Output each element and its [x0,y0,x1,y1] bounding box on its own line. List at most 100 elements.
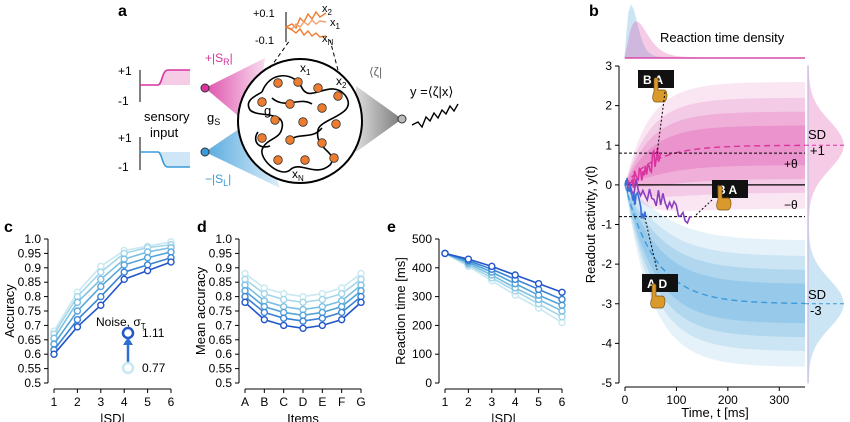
input-fill-bottom [140,152,190,167]
data-point [97,282,105,291]
data-point [299,317,307,325]
y-tick-label: 1.0 [24,232,41,246]
data-point [73,323,82,331]
y-axis-label: Accuracy [2,284,17,338]
inset-x1-label: x1 [330,17,341,31]
sensory-input-line1: sensory [144,109,190,124]
noise-high-marker [121,326,135,340]
x-tick-label: 100 [666,393,686,407]
input-node-neg [200,147,210,157]
data-point [241,298,249,307]
series-line [444,252,563,306]
noise-low-marker [121,361,135,375]
y-tick-label: 0.6 [24,347,41,361]
x-tick-label: D [299,395,308,409]
hand-press-icon-bottom [650,283,666,309]
data-point [558,295,566,304]
inset-minus-label: -0.1 [255,35,274,47]
panel-b: Reaction time density -5 -4 -3 -2 -1 0 1 2 3 0 100… [583,4,845,420]
y-axis-label: Mean accuracy [193,266,208,355]
series-line [444,252,563,301]
panel-e-reaction-time-plot: 0 100 200 300 400 500 1 2 3 4 5 6 |SD| Reaction time … [393,232,566,422]
x-tick-label: 1 [442,395,449,409]
series-line [444,252,563,294]
arrow-top [656,91,666,155]
input-minus-one-top: -1 [118,94,129,108]
coupling-g-label: g [264,103,271,118]
x-tick-label: 6 [168,395,175,409]
y-tick-label: -4 [601,336,612,350]
inset-x2-label: x2 [322,3,333,17]
y-tick-label: 0.65 [18,333,42,347]
inset-plus-label: +0.1 [253,8,275,20]
y-tick-label: 0.7 [24,318,41,332]
data-point [279,295,288,304]
confidence-band [625,111,805,188]
data-point [558,288,566,296]
y-tick-label: 400 [412,261,432,275]
sd-bottom-label-1: SD [808,287,826,302]
x-tick-label: E [318,395,326,409]
x-tick-label: A [241,395,249,409]
svg-text:B A: B A [643,73,664,87]
input-minus-one-bottom: -1 [118,160,129,174]
x-tick-label: C [279,395,288,409]
y-tick-label: 0.5 [215,376,232,390]
input-step-top [140,69,190,86]
data-point [97,301,105,309]
confidence-band [625,125,805,185]
x-tick-label: 300 [769,393,789,407]
inset-trace-3 [285,26,327,38]
y-axis-label: Reaction time [ms] [393,257,408,365]
sd-top-label-2: +1 [810,143,825,158]
y-tick-label: 0.75 [209,304,233,318]
data-point [279,321,288,330]
y-tick-label: 1 [605,138,612,152]
series-line [444,252,563,312]
data-point [120,268,128,276]
x-tick-label: 2 [74,395,81,409]
data-point [143,266,152,275]
panel-label-b: b [589,3,599,20]
readout-distribution-curve [807,65,844,383]
data-point [50,350,58,358]
y-axis-label: Readout activity, y(t) [583,166,598,284]
gs-label: gS [207,110,220,127]
y-tick-label: 100 [412,347,432,361]
data-point [337,308,346,317]
readout-distribution-curve [807,66,844,384]
data-point [464,255,473,263]
sensory-input-line2: input [150,125,179,140]
x-tick-label: 3 [488,395,495,409]
readout-trajectory [624,147,662,191]
readout-node [397,114,407,124]
panel-label-d: d [197,219,207,236]
y-tick-label: 0.8 [24,290,41,304]
confidence-band [625,184,805,351]
input-plus-one-top: +1 [118,64,132,78]
y-tick-label: 0.9 [24,261,41,275]
data-point [318,314,327,322]
x-tick-label: 6 [559,395,566,409]
readout-trace [411,103,459,129]
mean-trajectory [624,144,806,186]
network-neurons [257,77,343,165]
y-tick-label: 500 [412,232,432,246]
data-point [337,315,346,324]
data-point [73,298,82,307]
panel-b-axes: -5 -4 -3 -2 -1 0 1 2 3 0 100 200 300 Time, t [ms] Read… [583,59,805,420]
sd-bottom-label-2: -3 [810,303,822,318]
series-line [53,256,172,351]
panel-label-e: e [387,219,396,236]
data-point [337,290,346,298]
y-tick-label: 300 [412,290,432,304]
x-axis-label: Time, t [ms] [681,405,748,420]
y-tick-label: 1.0 [215,232,232,246]
data-point [318,295,327,304]
input-step-bottom [140,151,190,168]
y-tick-label: -2 [601,257,612,271]
x-tick-label: 5 [535,395,542,409]
neuron-x1-label: x1 [300,61,311,77]
readout-trajectory [624,178,693,225]
